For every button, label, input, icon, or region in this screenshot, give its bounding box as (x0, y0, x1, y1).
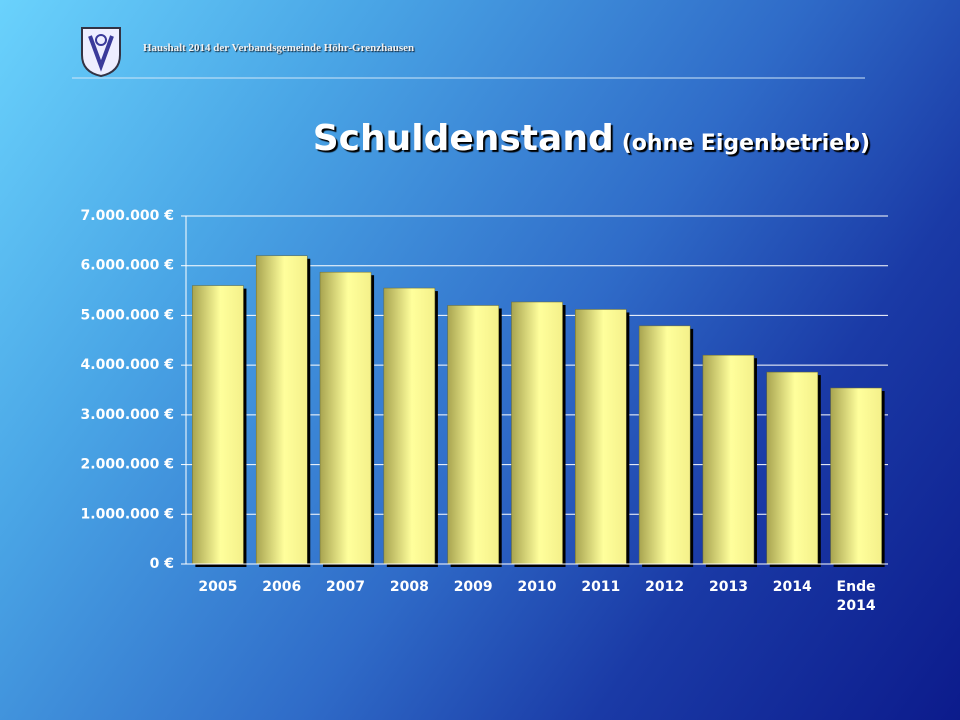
y-tick-label: 4.000.000 € (81, 357, 174, 373)
x-tick-label: 2005 (198, 579, 238, 595)
x-tick-label: Ende 2014 (836, 579, 876, 614)
bar (383, 287, 436, 565)
x-tick-label: 2014 (772, 579, 812, 595)
logo (81, 27, 121, 78)
bar (255, 255, 308, 565)
x-tick-label: 2013 (708, 579, 748, 595)
y-tick-label: 6.000.000 € (81, 258, 174, 274)
y-tick-label: 7.000.000 € (81, 208, 174, 224)
x-tick-label: 2012 (645, 579, 685, 595)
x-tick-label: 2010 (517, 579, 557, 595)
y-tick-label: 0 € (150, 556, 174, 572)
bar (575, 309, 627, 565)
x-tick-label: 2007 (326, 579, 366, 595)
bar (511, 301, 563, 565)
chart-title: Schuldenstand (312, 118, 614, 159)
bar (638, 325, 691, 565)
x-tick-label: 2008 (389, 579, 429, 595)
title-block: Schuldenstand (ohne Eigenbetrieb) (313, 118, 870, 159)
x-tick-label: 2006 (262, 579, 302, 595)
y-tick-label: 2.000.000 € (81, 457, 174, 473)
bar (319, 271, 372, 565)
bar (447, 305, 499, 565)
y-tick-label: 1.000.000 € (81, 506, 174, 522)
bar (192, 285, 244, 565)
x-tick-label: 2011 (581, 579, 621, 595)
chart-subtitle: (ohne Eigenbetrieb) (621, 131, 870, 156)
y-tick-label: 3.000.000 € (81, 407, 174, 423)
bar (702, 354, 755, 565)
bar (830, 387, 882, 565)
header: Haushalt 2014 der Verbandsgemeinde Höhr-… (143, 42, 415, 54)
x-tick-label: 2009 (453, 579, 493, 595)
bar (766, 371, 819, 565)
y-tick-label: 5.000.000 € (81, 307, 174, 323)
